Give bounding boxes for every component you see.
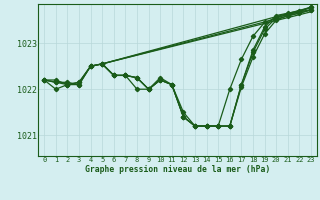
X-axis label: Graphe pression niveau de la mer (hPa): Graphe pression niveau de la mer (hPa) — [85, 165, 270, 174]
